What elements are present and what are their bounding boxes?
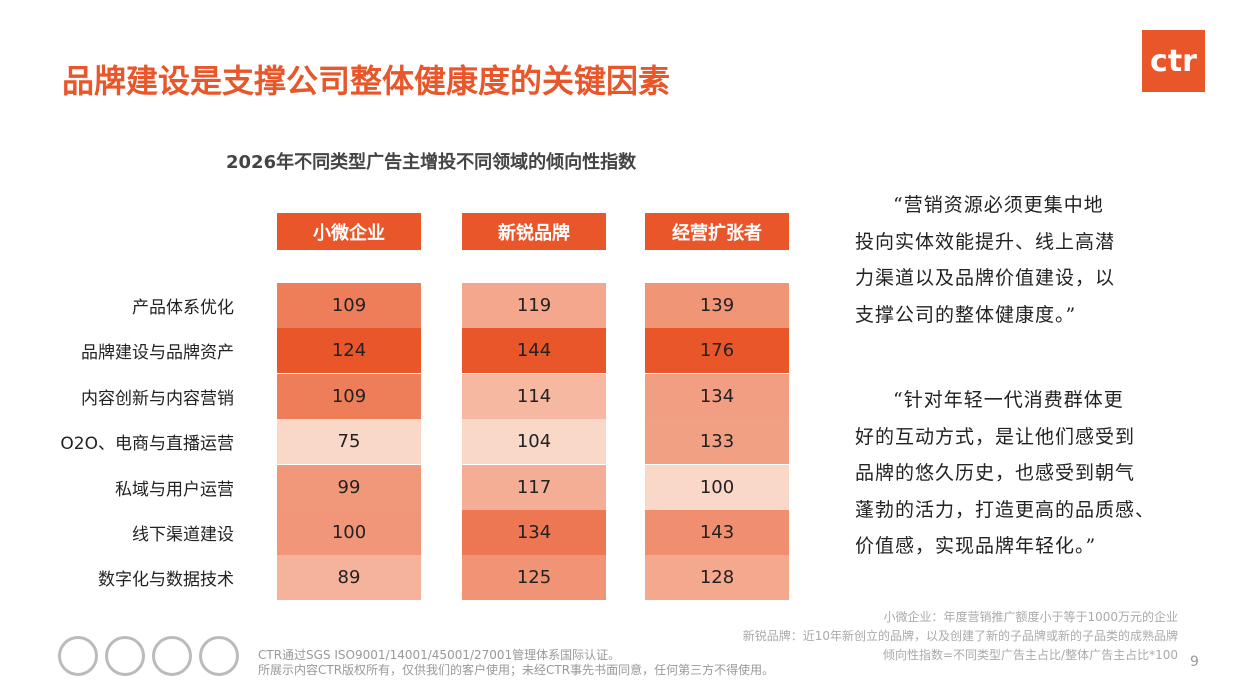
cert-badge [58, 636, 98, 676]
row-label: 数字化与数据技术 [98, 570, 234, 591]
slide-title: 品牌建设是支撑公司整体健康度的关键因素 [62, 62, 671, 100]
row-label: 产品体系优化 [132, 298, 234, 318]
heat-cell: 134 [462, 510, 606, 555]
heat-cell: 134 [645, 373, 789, 419]
footnote: 倾向性指数=不同类型广告主占比/整体广告主占比*100 [882, 648, 1178, 662]
heat-cell: 176 [645, 328, 789, 374]
heat-cell: 124 [277, 328, 421, 374]
row-label: 内容创新与内容营销 [81, 388, 234, 409]
column-header: 经营扩张者 [645, 213, 789, 250]
heat-cell: 109 [277, 283, 421, 328]
heat-cell: 125 [462, 555, 606, 601]
heat-cell: 89 [277, 555, 421, 601]
heat-cell: 143 [645, 510, 789, 555]
quote-line: “针对年轻一代消费群体更 [893, 389, 1124, 411]
heat-cell: 144 [462, 328, 606, 374]
row-label: O2O、电商与直播运营 [60, 434, 234, 455]
heat-cell: 128 [645, 555, 789, 601]
heat-cell: 104 [462, 419, 606, 465]
copyright-line: 所展示内容CTR版权所有，仅供我们的客户使用；未经CTR事先书面同意，任何第三方… [258, 663, 775, 677]
logo: ctr [1142, 30, 1205, 92]
row-label: 线下渠道建设 [132, 525, 234, 545]
quote-line: 价值感，实现品牌年轻化。” [855, 535, 1097, 557]
row-label: 品牌建设与品牌资产 [81, 343, 234, 364]
quote-line: 蓬勃的活力，打造更高的品质感、 [855, 498, 1156, 521]
cert-badge [199, 636, 239, 676]
heat-cell: 117 [462, 464, 606, 510]
heat-cell: 114 [462, 373, 606, 419]
heat-cell: 100 [277, 510, 421, 555]
footnote: 小微企业：年度营销推广额度小于等于1000万元的企业 [883, 610, 1178, 624]
heat-cell: 139 [645, 283, 789, 328]
heat-cell: 119 [462, 283, 606, 328]
cert-badge [105, 636, 145, 676]
heat-cell: 99 [277, 464, 421, 510]
page-number: 9 [1190, 654, 1199, 670]
column-header: 新锐品牌 [462, 213, 606, 250]
quote-line: 品牌的悠久历史，也感受到朝气 [855, 462, 1136, 484]
quote-line: “营销资源必须更集中地 [893, 194, 1104, 216]
row-label: 私域与用户运营 [115, 479, 234, 500]
heat-cell: 133 [645, 419, 789, 465]
quote-line: 力渠道以及品牌价值建设，以 [855, 267, 1116, 289]
quote-line: 支撑公司的整体健康度。” [855, 303, 1077, 326]
footnote: 新锐品牌：近10年新创立的品牌，以及创建了新的子品牌或新的子品类的成熟品牌 [742, 629, 1178, 643]
quote-line: 投向实体效能提升、线上高潜 [855, 230, 1116, 253]
column-header: 小微企业 [277, 213, 421, 250]
quote-line: 好的互动方式，是让他们感受到 [855, 425, 1136, 448]
heat-cell: 109 [277, 373, 421, 419]
table-title: 2026年不同类型广告主增投不同领域的倾向性指数 [226, 152, 637, 173]
copyright-line: CTR通过SGS ISO9001/14001/45001/27001管理体系国际… [258, 648, 621, 662]
heat-cell: 75 [277, 419, 421, 465]
cert-badge [152, 636, 192, 676]
heat-cell: 100 [645, 464, 789, 510]
